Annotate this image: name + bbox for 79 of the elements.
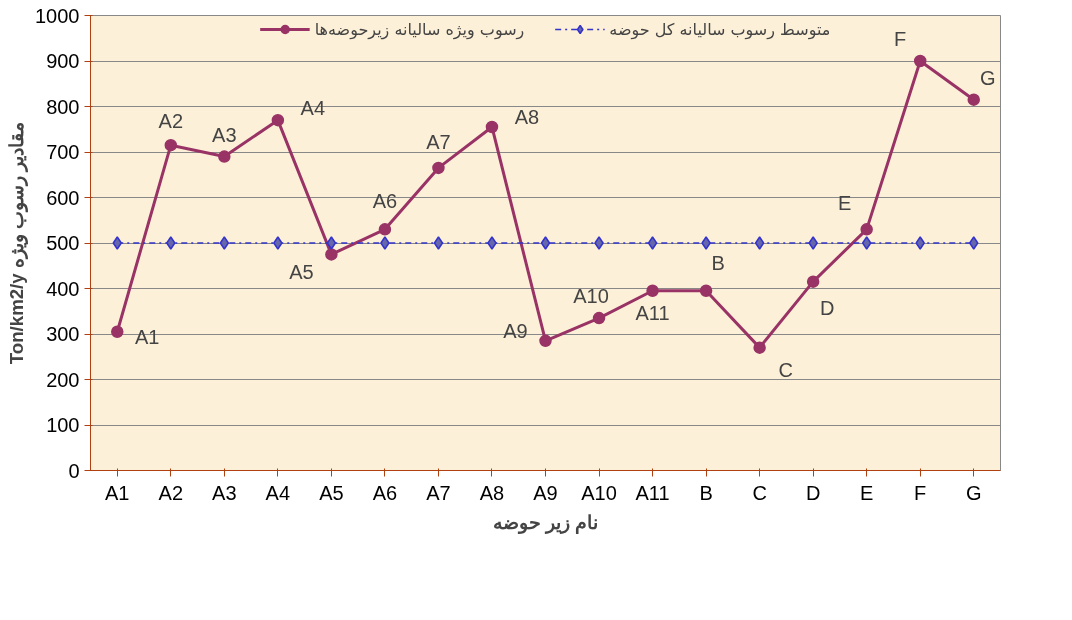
point <box>594 236 604 250</box>
x-tick-label: A7 <box>426 481 451 504</box>
x-tick-label: C <box>752 481 767 504</box>
x-tick-label: A4 <box>265 481 291 504</box>
x-tick-label: A2 <box>158 481 184 504</box>
point <box>218 150 231 163</box>
y-tick-label: 600 <box>46 186 80 209</box>
annotation: A5 <box>289 261 314 284</box>
point <box>380 236 390 250</box>
point <box>273 236 283 250</box>
point <box>164 138 178 152</box>
y-tick-label: 200 <box>46 368 80 391</box>
x-tick-label: F <box>914 481 927 504</box>
annotation: A2 <box>158 110 184 133</box>
annotation: A8 <box>514 105 540 128</box>
point <box>433 236 444 250</box>
x-axis-title: نام زیر حوضه <box>492 511 599 534</box>
point <box>487 236 497 250</box>
point <box>915 236 925 250</box>
y-tick-label: 100 <box>46 414 80 436</box>
annotation: G <box>979 66 996 89</box>
annotation: A3 <box>212 123 237 146</box>
point <box>271 113 285 127</box>
y-tick-label: 1000 <box>35 4 80 27</box>
point <box>485 120 499 134</box>
legend-label: متوسط رسوب سالیانه کل حوضه <box>609 19 831 39</box>
x-tick-label: A9 <box>533 481 558 504</box>
point <box>806 275 820 288</box>
point <box>753 341 766 354</box>
x-tick-label: A10 <box>581 481 617 504</box>
legend-label: رسوب ویژه سالیانه زیرحوضه‌ها <box>314 19 525 39</box>
y-tick-label: 300 <box>46 323 80 345</box>
point <box>967 93 980 106</box>
x-tick-label: A1 <box>105 481 130 504</box>
y-tick-label: 800 <box>46 95 80 118</box>
point <box>808 236 818 250</box>
x-tick-label: A3 <box>212 481 237 504</box>
annotation: C <box>778 358 793 381</box>
point <box>754 236 765 250</box>
annotation: A7 <box>426 130 451 153</box>
point <box>701 236 711 250</box>
annotation: D <box>819 296 835 319</box>
point <box>112 236 123 250</box>
y-tick-label: 500 <box>46 232 80 254</box>
point <box>539 334 552 348</box>
x-tick-label: B <box>699 481 713 504</box>
y-tick-label: 700 <box>46 141 80 163</box>
point <box>913 54 927 68</box>
x-tick-label: A6 <box>372 481 398 504</box>
x-tick-label: A8 <box>479 481 505 504</box>
y-tick-label: 0 <box>68 459 80 482</box>
annotation: A11 <box>635 301 670 324</box>
y-tick-label: 400 <box>46 277 80 300</box>
annotation: E <box>838 192 852 215</box>
x-tick-label: G <box>965 481 982 504</box>
point <box>647 236 658 250</box>
x-tick-label: D <box>805 481 821 504</box>
point <box>166 236 176 250</box>
annotation: A10 <box>573 285 609 308</box>
point <box>968 236 979 250</box>
point <box>219 236 230 250</box>
point <box>325 248 338 261</box>
point <box>540 236 551 250</box>
point <box>861 236 872 250</box>
point <box>860 223 873 236</box>
point <box>592 311 606 325</box>
point <box>111 325 124 338</box>
annotation: B <box>711 251 725 274</box>
point <box>432 161 445 175</box>
y-tick-label: 900 <box>46 50 80 72</box>
x-tick-label: E <box>860 481 874 504</box>
annotation: F <box>894 28 907 50</box>
y-axis-title: Ton/km2/y مقادیر رسوب ویژه <box>6 121 29 365</box>
x-tick-label: A5 <box>319 481 344 504</box>
point <box>646 284 659 298</box>
x-tick-label: A11 <box>635 481 670 504</box>
point <box>378 223 392 236</box>
point <box>699 284 713 298</box>
point <box>326 236 337 250</box>
